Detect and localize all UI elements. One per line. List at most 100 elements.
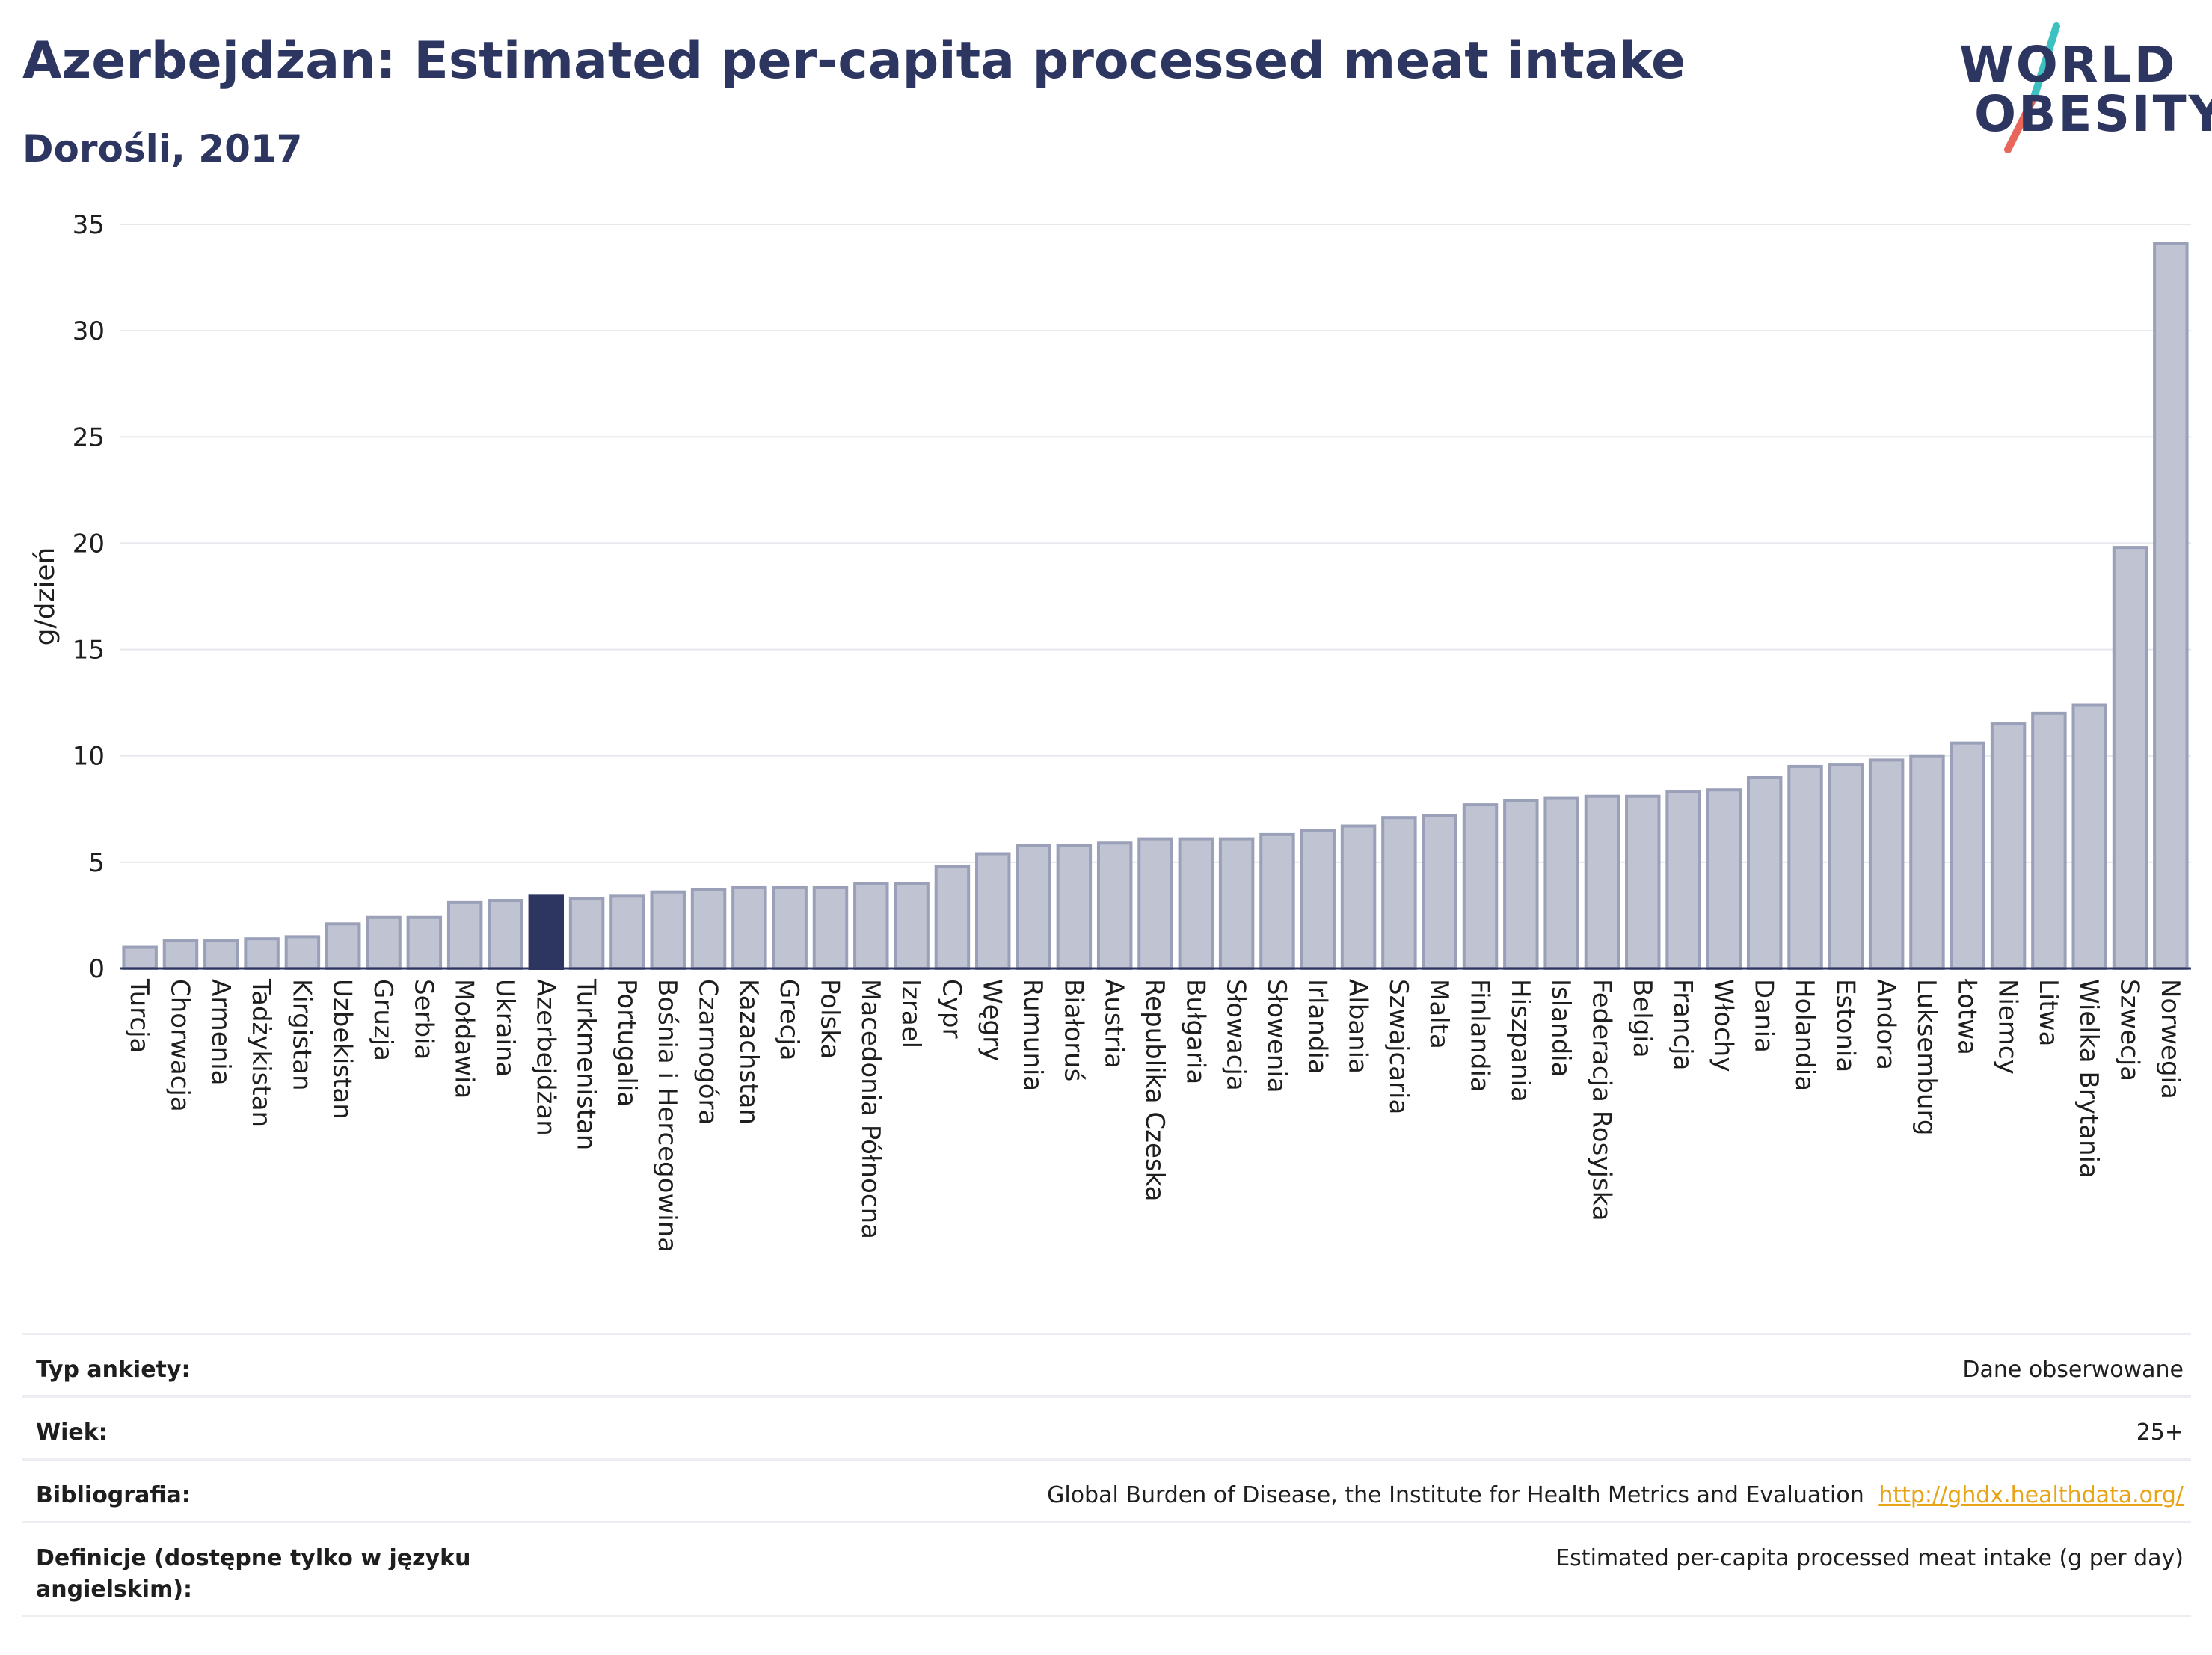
bar xyxy=(488,899,523,970)
x-tick-label: Litwa xyxy=(2033,979,2063,1046)
x-tick-label: Irlandia xyxy=(1302,979,1332,1075)
bar xyxy=(975,852,1011,970)
bar xyxy=(284,935,321,970)
bar xyxy=(1787,764,1823,971)
x-tick-label: Ukraina xyxy=(490,979,520,1077)
bar xyxy=(812,885,849,971)
x-tick-label: Finlandia xyxy=(1465,979,1495,1093)
x-tick-label: Wielka Brytania xyxy=(2074,979,2104,1179)
bar xyxy=(1746,776,1783,971)
bar xyxy=(406,915,443,970)
x-tick-label: Armenia xyxy=(206,979,236,1086)
info-row-bibliography: Bibliografia: Global Burden of Disease, … xyxy=(22,1458,2191,1521)
logo-text-obesity: OBESITY xyxy=(1974,85,2212,143)
bibliography-link[interactable]: http://ghdx.healthdata.org/ xyxy=(1878,1482,2184,1508)
x-tick-label: Austria xyxy=(1099,979,1129,1069)
x-tick-label: Czarnogóra xyxy=(693,979,723,1125)
y-tick-label: 10 xyxy=(73,742,105,772)
bar xyxy=(1990,722,2027,970)
info-label: Bibliografia: xyxy=(36,1482,191,1508)
bar xyxy=(1868,758,1905,971)
x-tick-label: Grecja xyxy=(774,979,804,1060)
bar xyxy=(2071,703,2107,970)
x-tick-label: Estonia xyxy=(1830,979,1860,1072)
bar xyxy=(690,888,727,970)
x-tick-label: Słowenia xyxy=(1262,979,1291,1093)
y-tick-label: 30 xyxy=(73,316,105,346)
x-tick-label: Uzbekistan xyxy=(328,979,357,1120)
bar xyxy=(162,939,199,970)
x-tick-label: Andora xyxy=(1871,979,1901,1070)
bar xyxy=(650,890,686,971)
x-tick-label: Białoruś xyxy=(1058,979,1088,1081)
bar xyxy=(1300,829,1336,971)
x-tick-label: Hiszpania xyxy=(1505,979,1535,1102)
bar xyxy=(1340,824,1377,970)
bar xyxy=(1462,803,1499,970)
bar xyxy=(2112,546,2148,971)
x-tick-label: Szwecja xyxy=(2115,979,2145,1081)
bar xyxy=(894,882,930,970)
x-tick-label: Mołdawia xyxy=(449,979,479,1099)
logo-text-world: WORLD xyxy=(1959,36,2178,93)
x-tick-label: Azerbejdżan xyxy=(530,979,560,1136)
x-tick-label: Gruzja xyxy=(368,979,398,1061)
bar xyxy=(1503,799,1539,971)
x-tick-label: Kirgistan xyxy=(286,979,316,1091)
x-tick-label: Szwajcaria xyxy=(1383,979,1413,1114)
x-tick-label: Tadżykistan xyxy=(246,978,276,1127)
bar xyxy=(1422,814,1457,970)
x-tick-label: Turkmenistan xyxy=(571,978,601,1150)
bar xyxy=(325,922,361,970)
info-value: Global Burden of Disease, the Institute … xyxy=(1047,1480,2184,1511)
bar xyxy=(1909,754,1945,970)
x-tick-label: Cypr xyxy=(936,979,966,1038)
y-tick-label: 15 xyxy=(73,636,105,666)
bar xyxy=(2153,242,2189,971)
x-tick-label: Belgia xyxy=(1627,979,1657,1058)
bar xyxy=(122,945,158,970)
y-axis-label: g/dzień xyxy=(30,547,61,646)
bar xyxy=(1178,837,1214,970)
y-tick-label: 20 xyxy=(73,529,105,559)
bar xyxy=(2031,711,2067,970)
x-tick-label: Republika Czeska xyxy=(1140,979,1170,1202)
x-tick-label: Rumunia xyxy=(1018,979,1048,1091)
x-tick-label: Słowacja xyxy=(1221,979,1251,1091)
chart-subtitle: Dorośli, 2017 xyxy=(22,127,303,171)
info-table: Typ ankiety: Dane obserwowane Wiek: 25+ … xyxy=(22,1333,2191,1617)
y-tick-label: 5 xyxy=(88,848,105,878)
chart-title: Azerbejdżan: Estimated per-capita proces… xyxy=(22,31,1686,90)
x-tick-label: Federacja Rosyjska xyxy=(1586,979,1616,1221)
x-tick-label: Malta xyxy=(1424,979,1454,1049)
bar xyxy=(446,900,483,970)
x-tick-label: Islandia xyxy=(1546,979,1576,1077)
info-value: 25+ xyxy=(2136,1419,2184,1446)
bar xyxy=(1016,844,1051,970)
bibliography-text: Global Burden of Disease, the Institute … xyxy=(1047,1482,1864,1508)
bar xyxy=(1625,794,1661,970)
bar xyxy=(1706,788,1742,971)
x-tick-label: Bułgaria xyxy=(1180,979,1210,1084)
bar xyxy=(1950,741,1986,971)
bar xyxy=(366,915,402,970)
bar xyxy=(568,897,605,971)
x-tick-label: Holandia xyxy=(1789,979,1819,1091)
info-value: Dane obserwowane xyxy=(1962,1357,2184,1383)
x-tick-label: Łotwa xyxy=(1952,978,1982,1055)
bar xyxy=(1665,790,1701,970)
bar xyxy=(1218,837,1255,970)
bar xyxy=(1056,844,1093,970)
info-row-definitions: Definicje (dostępne tylko w języku angie… xyxy=(22,1521,2191,1617)
x-tick-label: Francja xyxy=(1668,979,1698,1070)
x-tick-label: Turcja xyxy=(124,978,154,1053)
x-tick-label: Izrael xyxy=(896,979,926,1048)
bar xyxy=(853,882,889,970)
bar xyxy=(1543,796,1579,970)
x-tick-label: Macedonia Północna xyxy=(855,979,885,1239)
logo-slash-icon xyxy=(2004,22,2060,153)
bar xyxy=(731,885,767,971)
bar xyxy=(934,865,971,970)
x-tick-label: Włochy xyxy=(1708,979,1738,1072)
world-obesity-logo: WORLD OBESITY xyxy=(1944,22,2212,157)
